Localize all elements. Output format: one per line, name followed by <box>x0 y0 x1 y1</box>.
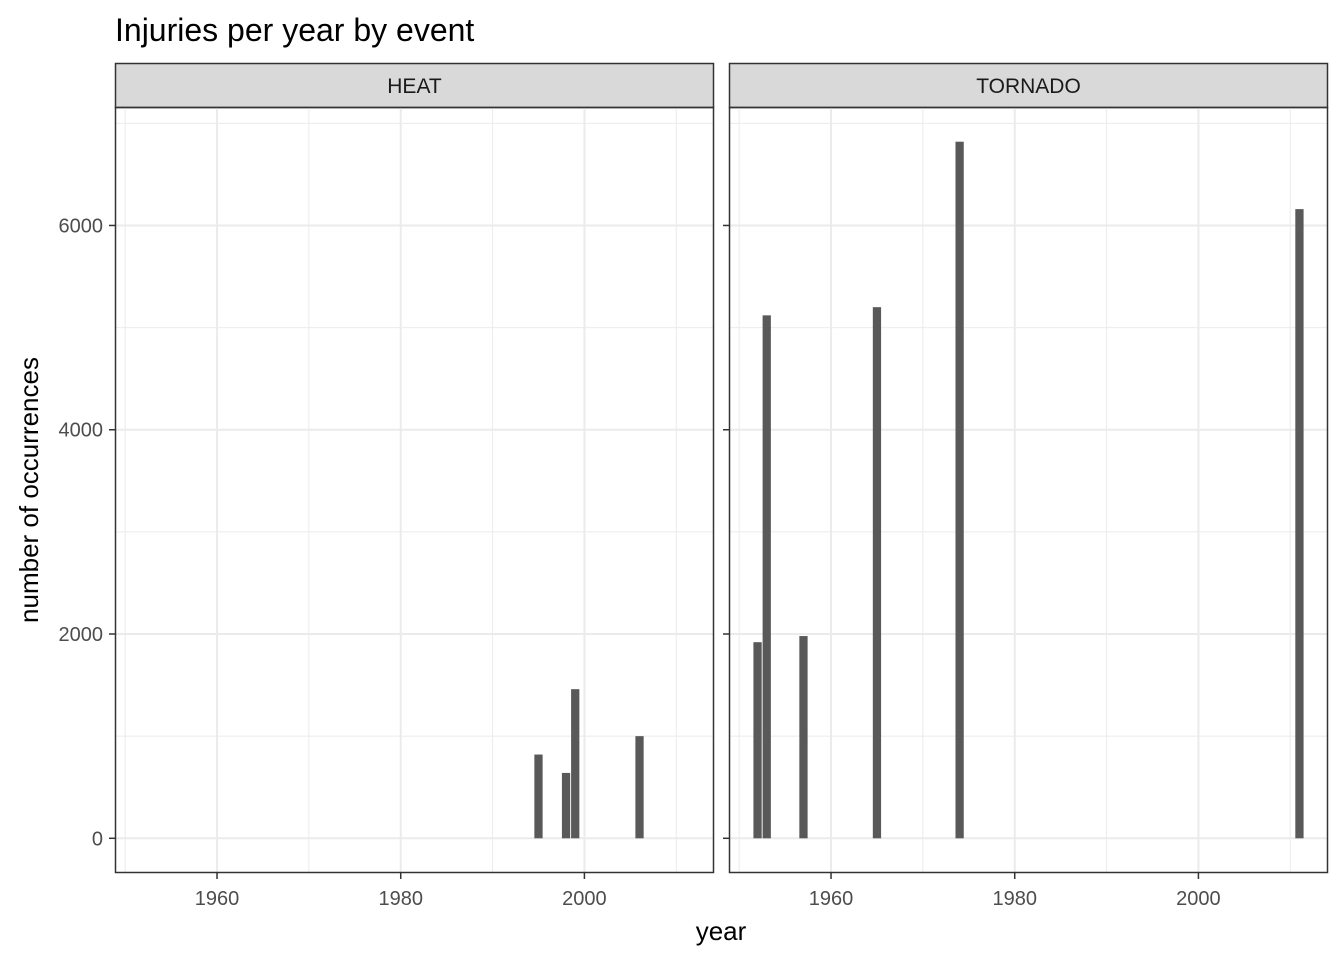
facet-strip-tornado <box>728 62 1329 109</box>
y-tick-label: 2000 <box>59 624 104 646</box>
facet-strip-heat <box>114 62 715 109</box>
y-axis-title: number of occurrences <box>14 357 44 623</box>
bars-heat <box>534 689 644 839</box>
y-tick-label: 6000 <box>59 215 104 237</box>
bar <box>753 642 762 839</box>
x-axis-tornado: 1960 1980 2000 <box>809 872 1221 910</box>
x-tick-label: 1980 <box>378 888 423 910</box>
bar <box>955 141 964 839</box>
bar <box>571 689 580 839</box>
bar <box>762 315 771 839</box>
bar <box>561 772 571 839</box>
bar <box>635 736 644 839</box>
panel-border-heat <box>114 106 715 874</box>
x-tick-label: 1960 <box>195 888 240 910</box>
facet-panel-heat: HEAT 1960 1980 2000 <box>114 62 715 910</box>
grid-heat <box>116 108 713 872</box>
panel-border-tornado <box>728 106 1329 874</box>
bar <box>1295 209 1304 839</box>
x-tick-label: 2000 <box>562 888 607 910</box>
facet-label-tornado: TORNADO <box>976 75 1081 98</box>
bars-tornado <box>753 141 1304 839</box>
facet-label-heat: HEAT <box>387 75 442 98</box>
x-tick-label: 2000 <box>1176 888 1221 910</box>
chart-title: Injuries per year by event <box>115 12 474 48</box>
grid-tornado <box>730 108 1327 872</box>
y-axis: 0 2000 4000 6000 <box>59 215 730 850</box>
x-axis-title: year <box>696 916 747 946</box>
x-axis-heat: 1960 1980 2000 <box>195 872 607 910</box>
x-tick-label: 1980 <box>992 888 1037 910</box>
x-tick-label: 1960 <box>809 888 854 910</box>
facet-panel-tornado: TORNADO 1960 1980 2000 <box>728 62 1329 910</box>
y-tick-label: 4000 <box>59 420 104 442</box>
y-tick-label: 0 <box>92 828 103 850</box>
bar <box>799 636 808 839</box>
bar <box>534 754 543 839</box>
bar <box>872 307 882 839</box>
